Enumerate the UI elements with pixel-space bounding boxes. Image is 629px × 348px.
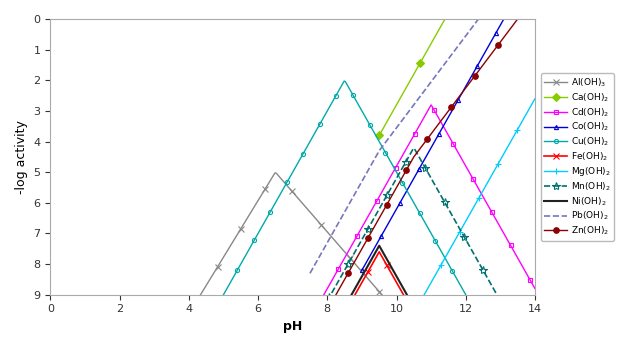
Cu(OH)$_2$ <box>384 155 392 159</box>
Pb(OH)$_2$ <box>307 270 314 274</box>
Line: Mn(OH)$_2$: Mn(OH)$_2$ <box>306 144 522 336</box>
Cu(OH)$_2$ <box>476 316 483 321</box>
Mn(OH)$_2$ <box>409 146 417 150</box>
Mn(OH)$_2$ <box>430 181 437 185</box>
Zn(OH)$_2$ <box>496 41 503 45</box>
Y-axis label: -log activity: -log activity <box>15 120 28 194</box>
Ca(OH)$_2$ <box>376 133 383 137</box>
Pb(OH)$_2$ <box>440 63 448 67</box>
Line: Cd(OH)$_2$: Cd(OH)$_2$ <box>298 103 537 340</box>
Ca(OH)$_2$ <box>376 132 384 136</box>
Fe(OH)$_2$ <box>376 250 383 254</box>
Pb(OH)$_2$ <box>444 58 452 62</box>
Al(OH)$_3$ <box>384 300 392 304</box>
Mg(OH)$_2$ <box>454 234 461 238</box>
Al(OH)$_3$ <box>168 340 175 344</box>
Mn(OH)$_2$ <box>482 273 489 277</box>
X-axis label: pH: pH <box>283 320 303 333</box>
Cd(OH)$_2$ <box>436 118 443 122</box>
Al(OH)$_3$ <box>272 171 280 175</box>
Line: Fe(OH)$_2$: Fe(OH)$_2$ <box>306 248 538 348</box>
Co(OH)$_2$ <box>461 86 469 90</box>
Cd(OH)$_2$ <box>427 103 435 107</box>
Line: Ca(OH)$_2$: Ca(OH)$_2$ <box>376 0 538 138</box>
Co(OH)$_2$ <box>460 87 468 91</box>
Cu(OH)$_2$ <box>340 79 348 83</box>
Al(OH)$_3$ <box>386 301 393 305</box>
Line: Al(OH)$_3$: Al(OH)$_3$ <box>169 170 538 348</box>
Co(OH)$_2$ <box>504 10 511 14</box>
Line: Zn(OH)$_2$: Zn(OH)$_2$ <box>307 0 538 343</box>
Cd(OH)$_2$ <box>296 335 303 340</box>
Mn(OH)$_2$ <box>306 330 314 334</box>
Legend: Al(OH)$_3$, Ca(OH)$_2$, Cd(OH)$_2$, Co(OH)$_2$, Cu(OH)$_2$, Fe(OH)$_2$, Mg(OH)$_: Al(OH)$_3$, Ca(OH)$_2$, Cd(OH)$_2$, Co(O… <box>541 73 614 241</box>
Cd(OH)$_2$ <box>297 334 304 338</box>
Mn(OH)$_2$ <box>434 188 442 192</box>
Line: Cu(OH)$_2$: Cu(OH)$_2$ <box>169 79 537 348</box>
Mg(OH)$_2$ <box>513 128 521 132</box>
Zn(OH)$_2$ <box>444 110 452 114</box>
Zn(OH)$_2$ <box>306 339 314 343</box>
Co(OH)$_2$ <box>464 81 472 85</box>
Cd(OH)$_2$ <box>532 286 539 291</box>
Line: Pb(OH)$_2$: Pb(OH)$_2$ <box>310 0 535 273</box>
Cu(OH)$_2$ <box>386 157 393 161</box>
Line: Mg(OH)$_2$: Mg(OH)$_2$ <box>341 95 538 348</box>
Mg(OH)$_2$ <box>501 150 509 154</box>
Zn(OH)$_2$ <box>440 115 448 119</box>
Cu(OH)$_2$ <box>391 168 399 172</box>
Line: Co(OH)$_2$: Co(OH)$_2$ <box>360 0 537 272</box>
Ni(OH)$_2$ <box>376 244 383 248</box>
Line: Ni(OH)$_2$: Ni(OH)$_2$ <box>310 246 535 348</box>
Co(OH)$_2$ <box>358 268 365 272</box>
Mg(OH)$_2$ <box>454 233 462 237</box>
Pb(OH)$_2$ <box>306 271 314 275</box>
Mg(OH)$_2$ <box>532 96 539 101</box>
Mn(OH)$_2$ <box>495 296 503 300</box>
Mn(OH)$_2$ <box>307 328 314 332</box>
Mn(OH)$_2$ <box>514 330 521 334</box>
Cd(OH)$_2$ <box>441 126 448 130</box>
Pb(OH)$_2$ <box>440 64 447 68</box>
Al(OH)$_3$ <box>391 308 399 312</box>
Mg(OH)$_2$ <box>457 227 465 231</box>
Cd(OH)$_2$ <box>510 249 518 253</box>
Co(OH)$_2$ <box>359 267 366 271</box>
Zn(OH)$_2$ <box>510 22 518 26</box>
Al(OH)$_3$ <box>169 338 177 342</box>
Cd(OH)$_2$ <box>437 119 444 124</box>
Cd(OH)$_2$ <box>495 222 503 227</box>
Mn(OH)$_2$ <box>430 182 438 186</box>
Zn(OH)$_2$ <box>307 337 314 341</box>
Zn(OH)$_2$ <box>440 116 447 120</box>
